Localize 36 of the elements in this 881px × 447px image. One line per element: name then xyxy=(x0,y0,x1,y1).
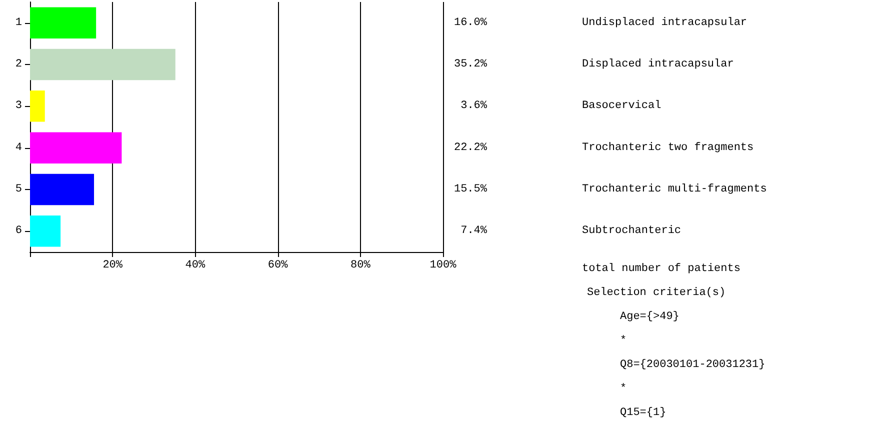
y-tick-label: 6 xyxy=(15,225,22,238)
bar xyxy=(30,216,61,247)
y-tick-label: 3 xyxy=(15,100,22,112)
bar xyxy=(30,7,96,38)
text: Trochanteric two fragments xyxy=(582,142,754,154)
x-tick-label: 100% xyxy=(430,260,457,272)
data-label: 22.2% xyxy=(454,142,488,154)
y-tick-label: 1 xyxy=(15,16,22,29)
x-tick-label: 80% xyxy=(350,260,371,272)
text: Q15={1} xyxy=(620,407,666,419)
data-label: 7.4% xyxy=(460,225,488,238)
text: Displaced intracapsular xyxy=(582,58,734,70)
data-label: 15.5% xyxy=(454,184,488,196)
text: Age={>49} xyxy=(620,311,680,323)
text: Undisplaced intracapsular xyxy=(582,16,748,29)
x-tick-label: 60% xyxy=(268,260,288,272)
text: Trochanteric multi-fragments xyxy=(582,184,767,196)
data-label: 35.2% xyxy=(454,58,488,70)
bar xyxy=(30,48,176,80)
x-tick-label: 20% xyxy=(102,260,123,272)
x-tick-label: 40% xyxy=(185,260,206,272)
bar xyxy=(30,174,94,206)
text: Selection criteria(s) xyxy=(587,287,726,299)
text: * xyxy=(620,383,627,395)
bar xyxy=(30,132,122,164)
text: Q8={20030101-20031231} xyxy=(620,359,766,371)
text: * xyxy=(620,335,627,347)
data-label: 16.0% xyxy=(454,16,488,29)
y-tick-label: 2 xyxy=(15,58,22,70)
text: total number of patients xyxy=(582,263,740,275)
y-tick-label: 4 xyxy=(15,142,22,154)
y-tick-label: 5 xyxy=(15,184,22,196)
data-label: 3.6% xyxy=(460,100,488,112)
bar xyxy=(30,90,45,122)
text: Basocervical xyxy=(582,100,662,112)
text: Subtrochanteric xyxy=(582,225,682,238)
